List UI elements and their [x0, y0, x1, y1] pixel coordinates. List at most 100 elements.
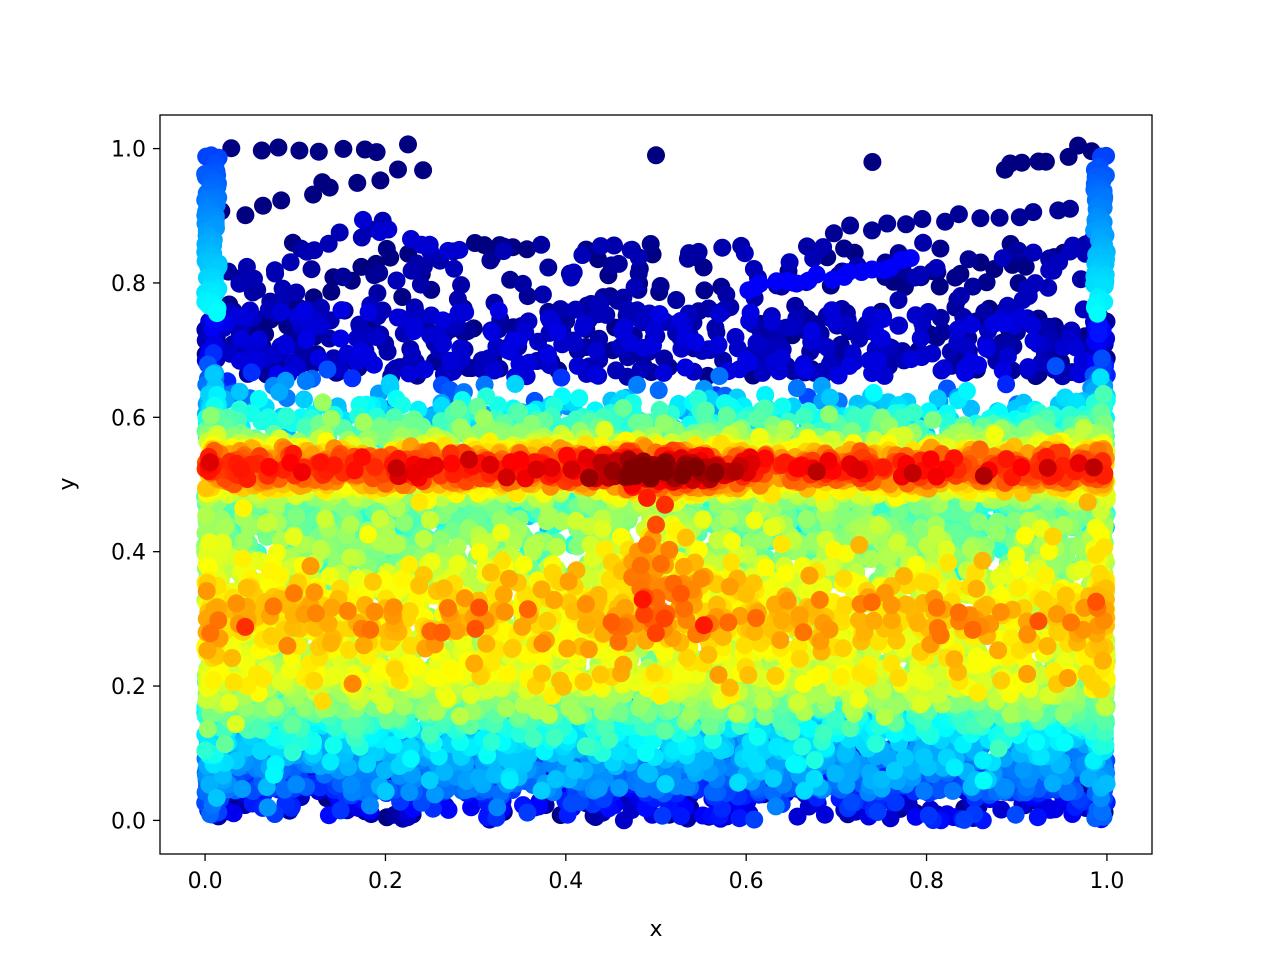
- scatter-point: [655, 349, 674, 368]
- scatter-point: [420, 235, 439, 254]
- scatter-point: [785, 755, 804, 774]
- scatter-point: [878, 214, 897, 233]
- scatter-point: [1006, 805, 1025, 824]
- scatter-point: [650, 305, 669, 324]
- scatter-point: [977, 339, 996, 357]
- scatter-point: [330, 223, 349, 242]
- scatter-point: [764, 769, 783, 788]
- scatter-point: [783, 318, 802, 337]
- scatter-point: [529, 332, 548, 351]
- scatter-point: [331, 801, 350, 820]
- scatter-point: [434, 335, 452, 353]
- scatter-point: [949, 205, 968, 224]
- scatter-point: [391, 308, 410, 327]
- scatter-point: [874, 309, 893, 328]
- scatter-point: [252, 412, 271, 431]
- scatter-point: [589, 305, 608, 324]
- scatter-point: [977, 273, 996, 292]
- scatter-point: [750, 274, 769, 293]
- scatter-point: [911, 329, 930, 348]
- scatter-point: [1073, 351, 1092, 370]
- scatter-point: [747, 334, 766, 352]
- scatter-point: [399, 135, 417, 154]
- scatter-point: [404, 322, 423, 340]
- scatter-point: [651, 277, 670, 295]
- scatter-point: [625, 278, 644, 297]
- scatter-point: [824, 224, 843, 243]
- scatter-point: [914, 233, 933, 252]
- scatter-point: [1036, 152, 1055, 171]
- scatter-point: [352, 257, 371, 276]
- scatter-point: [1046, 357, 1065, 376]
- scatter-point: [539, 345, 557, 364]
- scatter-point: [296, 372, 315, 390]
- scatter-point: [517, 240, 536, 259]
- scatter-point: [297, 331, 316, 350]
- scatter-point: [230, 382, 249, 401]
- scatter-point: [710, 305, 729, 323]
- scatter-point: [469, 768, 488, 787]
- scatter-point: [277, 407, 296, 426]
- scatter-point: [236, 308, 254, 327]
- scatter-point: [1024, 331, 1043, 350]
- scatter-point: [936, 212, 955, 231]
- scatter-point: [1046, 800, 1065, 819]
- scatter-point: [539, 258, 558, 277]
- scatter-point: [1092, 349, 1111, 368]
- scatter-point: [243, 283, 262, 302]
- scatter-point: [897, 215, 915, 234]
- scatter-point: [354, 210, 372, 229]
- scatter-point: [513, 274, 532, 293]
- scatter-point: [277, 337, 296, 356]
- scatter-point: [250, 330, 268, 349]
- scatter-point: [265, 765, 283, 784]
- scatter-point: [744, 260, 763, 278]
- scatter-point: [287, 283, 306, 302]
- scatter-point: [654, 363, 673, 382]
- scatter-point: [439, 800, 458, 819]
- scatter-point: [841, 216, 860, 235]
- scatter-point: [710, 367, 729, 385]
- scatter-point: [610, 778, 629, 797]
- scatter-point: [957, 382, 976, 400]
- scatter-point: [485, 361, 504, 380]
- scatter-point: [1069, 136, 1088, 155]
- scatter-point: [794, 407, 813, 426]
- scatter-point: [524, 729, 543, 748]
- scatter-point: [973, 751, 992, 770]
- scatter-point: [456, 303, 475, 322]
- scatter-point: [481, 251, 500, 270]
- scatter-point: [334, 139, 353, 158]
- scatter-point: [804, 249, 823, 268]
- scatter-point: [387, 271, 406, 290]
- scatter-point: [361, 796, 379, 815]
- scatter-point: [1009, 241, 1028, 260]
- scatter-point: [885, 761, 904, 780]
- scatter-point: [1091, 368, 1110, 387]
- scatter-point: [402, 261, 421, 280]
- scatter-point: [1038, 318, 1057, 336]
- scatter-point: [568, 356, 587, 375]
- scatter-point: [842, 793, 861, 812]
- scatter-point: [401, 749, 420, 768]
- scatter-point: [822, 301, 841, 320]
- scatter-point: [1054, 338, 1073, 357]
- scatter-point: [589, 779, 608, 798]
- scatter-point: [415, 360, 434, 379]
- scatter-point: [835, 239, 854, 258]
- scatter-point: [943, 781, 962, 800]
- scatter-point: [644, 321, 663, 340]
- scatter-point: [304, 185, 323, 204]
- scatter-point: [245, 269, 263, 288]
- scatter-point: [729, 773, 748, 792]
- scatter-point: [902, 350, 921, 369]
- scatter-point: [309, 142, 328, 161]
- scatter-point: [377, 239, 396, 258]
- scatter-point: [574, 318, 592, 337]
- scatter-point: [930, 277, 949, 296]
- scatter-point: [753, 363, 772, 382]
- scatter-point: [441, 351, 460, 370]
- scatter-point: [686, 332, 705, 351]
- scatter-point: [814, 724, 833, 743]
- scatter-point: [283, 743, 302, 762]
